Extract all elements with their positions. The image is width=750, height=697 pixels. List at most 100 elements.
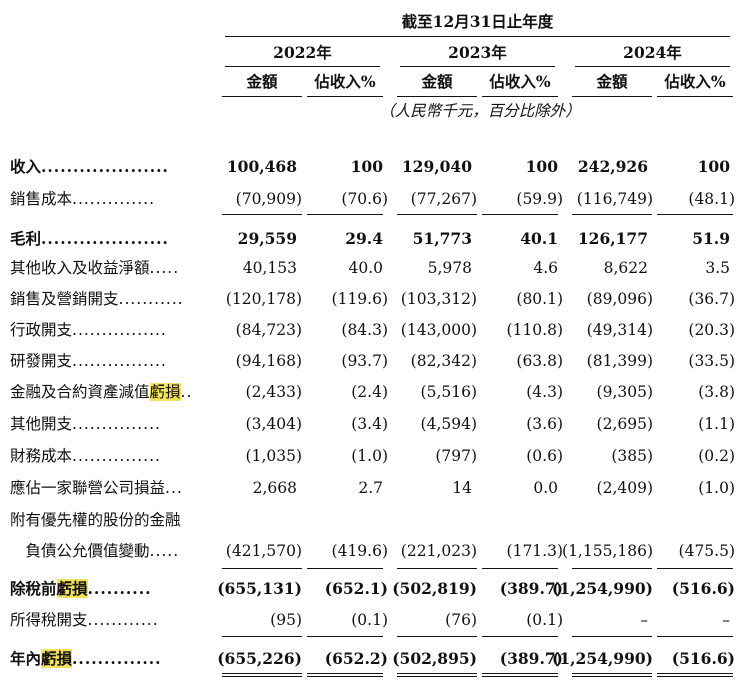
- amount-cell: (89,096): [586, 290, 653, 308]
- row-label-text: 其他收入及收益淨額: [10, 259, 150, 277]
- subtotal-rule: [222, 568, 302, 569]
- total-double-rule: [222, 676, 302, 677]
- row-label: 行政開支................: [10, 320, 167, 340]
- pct-cell: 51.9: [692, 229, 730, 248]
- subtotal-rule: [572, 568, 652, 569]
- amount-cell: (1,035): [245, 447, 302, 465]
- amount-cell: (1,155,186): [562, 542, 653, 560]
- subtotal-rule: [657, 214, 733, 215]
- highlighted-label-text: 虧損: [56, 579, 88, 598]
- amount-cell: 14: [452, 479, 472, 497]
- row-label: 年內虧損..............: [10, 649, 162, 669]
- row-label-text: 財務成本: [10, 447, 73, 465]
- leader-dots: .....: [149, 259, 180, 277]
- subtotal-rule: [222, 636, 302, 637]
- pct-cell: 100: [525, 157, 558, 176]
- amount-cell: (502,895): [392, 649, 477, 668]
- amount-cell: (797): [435, 447, 477, 465]
- year-rule-2022: [225, 66, 380, 67]
- total-double-rule: [397, 673, 477, 674]
- pct-cell: 4.6: [533, 259, 558, 277]
- amount-cell: (421,570): [225, 542, 302, 560]
- row-label-text: 應佔一家聯營公司損益: [10, 479, 166, 497]
- col-amount-rule: [572, 96, 652, 97]
- subtotal-rule: [397, 636, 477, 637]
- subtotal-rule: [222, 214, 302, 215]
- pct-cell: 40.0: [348, 259, 383, 277]
- amount-cell: (120,178): [225, 290, 302, 308]
- amount-cell: (95): [270, 611, 302, 629]
- pct-cell: 3.5: [705, 259, 730, 277]
- pct-cell: (119.6): [331, 290, 388, 308]
- total-double-rule: [222, 673, 302, 674]
- amount-cell: 40,153: [242, 259, 297, 277]
- row-label-text: 行政開支: [10, 321, 73, 339]
- amount-cell: 126,177: [577, 229, 648, 248]
- amount-cell: 100,468: [226, 157, 297, 176]
- subtotal-rule: [572, 214, 652, 215]
- amount-cell: (94,168): [235, 352, 302, 370]
- amount-cell: (385): [611, 447, 653, 465]
- col-amount-rule: [222, 96, 302, 97]
- col-amount-header: 金額: [596, 72, 628, 91]
- amount-cell: (5,516): [420, 383, 477, 401]
- row-label: 其他開支...............: [10, 414, 161, 434]
- pct-cell: (3.6): [526, 415, 563, 433]
- pct-cell: (110.8): [506, 321, 563, 339]
- leader-dots: ...............: [72, 447, 161, 465]
- subtotal-rule: [482, 636, 558, 637]
- subtotal-rule: [307, 214, 383, 215]
- col-pct-rule: [657, 96, 733, 97]
- pct-cell: 2.7: [358, 479, 383, 497]
- unit-note: （人民幣千元，百分比除外）: [379, 102, 581, 120]
- subtotal-rule: [397, 568, 477, 569]
- leader-dots: ....................: [41, 157, 169, 176]
- amount-cell: (2,409): [596, 479, 653, 497]
- pct-cell: (4.3): [526, 383, 563, 401]
- total-double-rule: [657, 676, 733, 677]
- amount-cell: (221,023): [400, 542, 477, 560]
- amount-cell: (1,254,990): [552, 579, 653, 598]
- col-amount-header: 金額: [246, 72, 278, 91]
- year-rule-2024: [575, 66, 730, 67]
- col-pct-header: 佔收入%: [664, 72, 726, 91]
- amount-cell: (4,594): [420, 415, 477, 433]
- row-label-text: 其他開支: [10, 415, 73, 433]
- subtotal-rule: [482, 214, 558, 215]
- year-2024: 2024年: [623, 43, 682, 62]
- row-label: 負債公允價值變動.....: [10, 541, 179, 561]
- pct-cell: (33.5): [688, 352, 735, 370]
- pct-cell: (1.0): [698, 479, 735, 497]
- amount-cell: (84,723): [235, 321, 302, 339]
- row-label-text: 研發開支: [10, 352, 73, 370]
- year-rule-2023: [400, 66, 555, 67]
- amount-cell: (143,000): [400, 321, 477, 339]
- amount-cell: (655,226): [217, 649, 302, 668]
- pct-cell: 29.4: [345, 229, 383, 248]
- pct-cell: (0.2): [698, 447, 735, 465]
- amount-cell: (49,314): [586, 321, 653, 339]
- row-label: 銷售成本..............: [10, 189, 155, 209]
- leader-dots: ...............: [72, 415, 161, 433]
- total-double-rule: [572, 673, 652, 674]
- highlighted-label-text: 虧損: [149, 383, 181, 401]
- amount-cell: (77,267): [410, 190, 477, 208]
- total-double-rule: [307, 676, 383, 677]
- subtotal-rule: [572, 636, 652, 637]
- pct-cell: 0.0: [533, 479, 558, 497]
- pct-cell: 100: [350, 157, 383, 176]
- amount-cell: (2,433): [245, 383, 302, 401]
- pct-cell: (20.3): [688, 321, 735, 339]
- leader-dots: ..............: [72, 649, 162, 668]
- pct-cell: (516.6): [671, 579, 735, 598]
- row-label-text: 收入: [10, 157, 42, 176]
- highlighted-label-text: 虧損: [41, 649, 73, 668]
- subtotal-rule: [657, 568, 733, 569]
- pct-cell: (59.9): [516, 190, 563, 208]
- pct-cell: (3.8): [698, 383, 735, 401]
- row-label-text: 年內: [10, 649, 42, 668]
- total-double-rule: [482, 676, 558, 677]
- row-label: 所得稅開支............: [10, 610, 159, 630]
- col-pct-rule: [482, 96, 558, 97]
- leader-dots: .....: [149, 542, 180, 560]
